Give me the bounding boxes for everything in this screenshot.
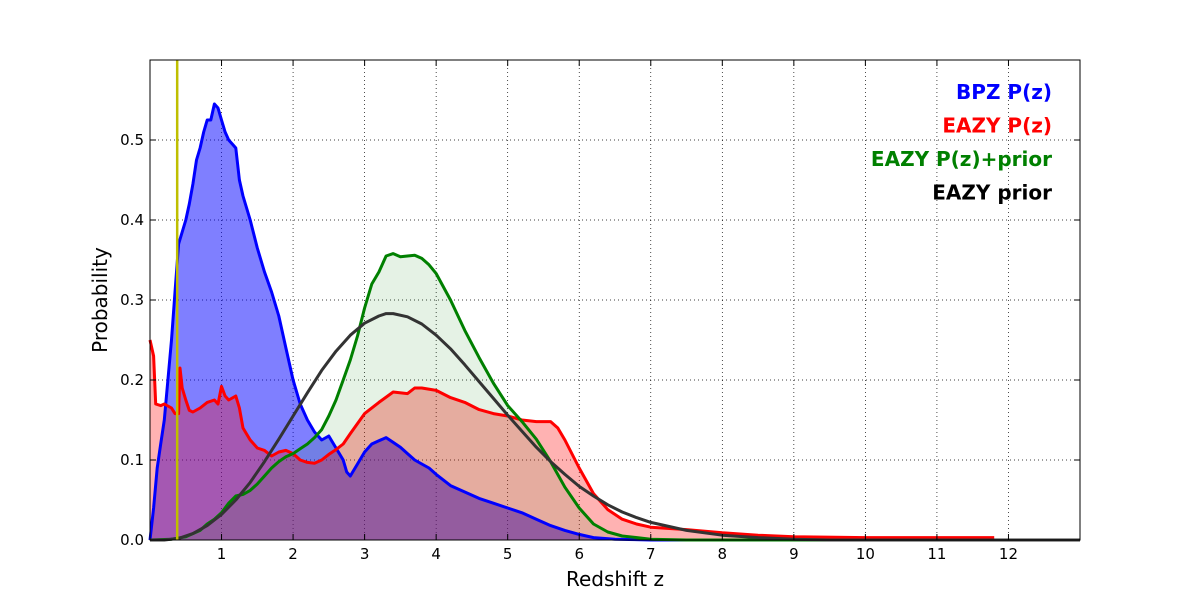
x-tick-label: 9 [789,545,799,563]
x-tick-label: 10 [856,545,875,563]
x-tick-label: 6 [574,545,584,563]
series-line-1 [148,339,995,540]
x-tick-label: 5 [503,545,513,563]
series-fill-0 [150,104,1080,540]
y-tick-label: 0.1 [120,451,144,469]
series-fill-1 [150,340,995,540]
x-tick-label: 12 [999,545,1018,563]
series-line-0 [148,102,1080,542]
x-tick-label: 4 [431,545,441,563]
x-tick-label: 8 [718,545,728,563]
y-tick-label: 0.4 [120,211,144,229]
legend-entry-3: EAZY prior [932,181,1052,205]
y-tick-label: 0.5 [120,131,144,149]
y-tick-label: 0.2 [120,371,144,389]
x-tick-label: 11 [927,545,946,563]
legend: BPZ P(z) EAZY P(z) EAZY P(z)+prior EAZY pri… [871,80,1052,205]
x-tick-label: 3 [360,545,370,563]
series-fills [150,104,1080,540]
series-lines [148,102,1080,542]
series-fill-2 [150,253,1080,540]
axis-ticks: 1 2 3 4 5 6 7 8 9 10 11 120.00.10.20.30.40.5 [120,60,1080,563]
y-tick-label: 0.0 [120,531,144,549]
legend-entry-1: EAZY P(z) [942,114,1052,138]
series-line-3 [150,312,1080,542]
grid [150,60,1080,541]
x-tick-label: 7 [646,545,656,563]
x-tick-label: 1 [217,545,227,563]
legend-entry-2: EAZY P(z)+prior [871,147,1052,171]
legend-entry-0: BPZ P(z) [956,80,1052,104]
y-axis-label: Probability [88,247,112,353]
x-tick-label: 2 [288,545,298,563]
y-tick-label: 0.3 [120,291,144,309]
x-axis-label: Redshift z [566,567,664,591]
